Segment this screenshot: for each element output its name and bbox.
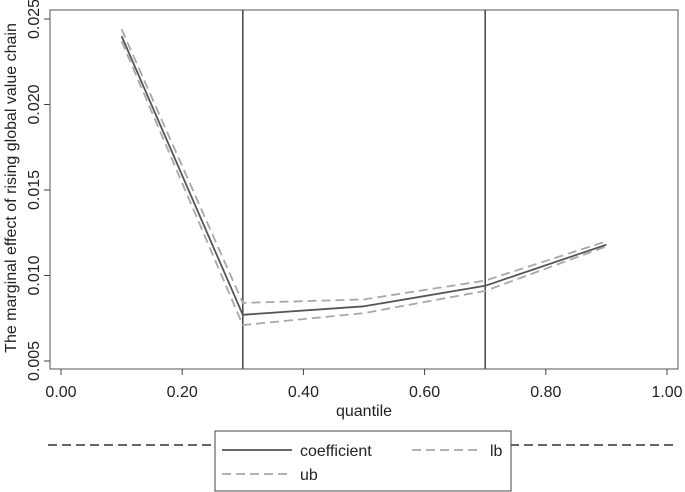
series-line-ub	[120, 28, 607, 304]
x-tick-label: 0.60	[409, 384, 440, 401]
y-tick-label: 0.020	[26, 84, 43, 124]
legend: coefficient lb ub	[214, 430, 512, 492]
legend-label-ub: ub	[300, 467, 318, 484]
x-tick-label: 0.80	[530, 384, 561, 401]
y-tick-label: 0.015	[26, 170, 43, 210]
y-axis-label: The marginal effect of rising global val…	[3, 23, 20, 353]
x-axis-label: quantile	[336, 403, 392, 420]
x-tick-label: 1.00	[651, 384, 682, 401]
series-line-lb	[120, 40, 607, 327]
legend-label-lb: lb	[490, 443, 503, 460]
legend-box	[214, 430, 512, 492]
legend-label-coefficient: coefficient	[300, 443, 372, 460]
plot-area	[49, 9, 679, 370]
x-tick-label: 0.40	[288, 384, 319, 401]
x-tick-label: 0.20	[167, 384, 198, 401]
y-tick-label: 0.005	[26, 341, 43, 381]
y-tick-label: 0.010	[26, 255, 43, 295]
y-tick-label: 0.025	[26, 0, 43, 39]
x-tick-label: 0.00	[45, 384, 76, 401]
series-line-coefficient	[120, 35, 607, 316]
